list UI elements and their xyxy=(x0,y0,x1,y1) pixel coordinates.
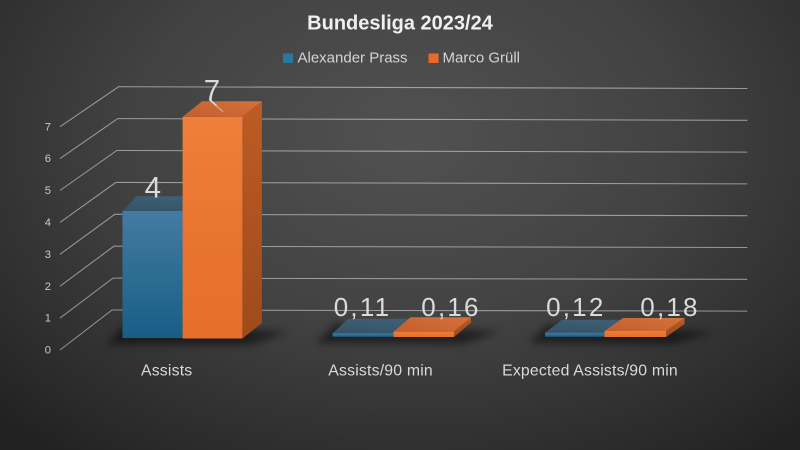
svg-text:0,12: 0,12 xyxy=(546,292,605,322)
svg-text:0,18: 0,18 xyxy=(640,292,699,322)
svg-text:6: 6 xyxy=(45,153,51,165)
svg-text:4: 4 xyxy=(145,171,161,204)
svg-text:0: 0 xyxy=(45,345,51,357)
svg-text:Marco Grüll: Marco Grüll xyxy=(443,50,521,67)
svg-text:4: 4 xyxy=(45,217,51,229)
svg-text:Expected Assists/90 min: Expected Assists/90 min xyxy=(502,362,678,379)
svg-text:Assists: Assists xyxy=(141,362,192,379)
svg-text:5: 5 xyxy=(45,185,51,197)
svg-text:3: 3 xyxy=(45,249,51,261)
svg-text:7: 7 xyxy=(45,121,51,133)
svg-text:2: 2 xyxy=(45,281,51,293)
svg-text:Alexander Prass: Alexander Prass xyxy=(298,50,408,67)
svg-text:Bundesliga 2023/24: Bundesliga 2023/24 xyxy=(307,13,494,35)
svg-text:0,16: 0,16 xyxy=(421,292,480,322)
svg-text:Assists/90 min: Assists/90 min xyxy=(328,362,433,379)
svg-text:1: 1 xyxy=(45,313,51,325)
svg-text:7: 7 xyxy=(204,75,220,108)
svg-text:0,11: 0,11 xyxy=(334,292,391,322)
